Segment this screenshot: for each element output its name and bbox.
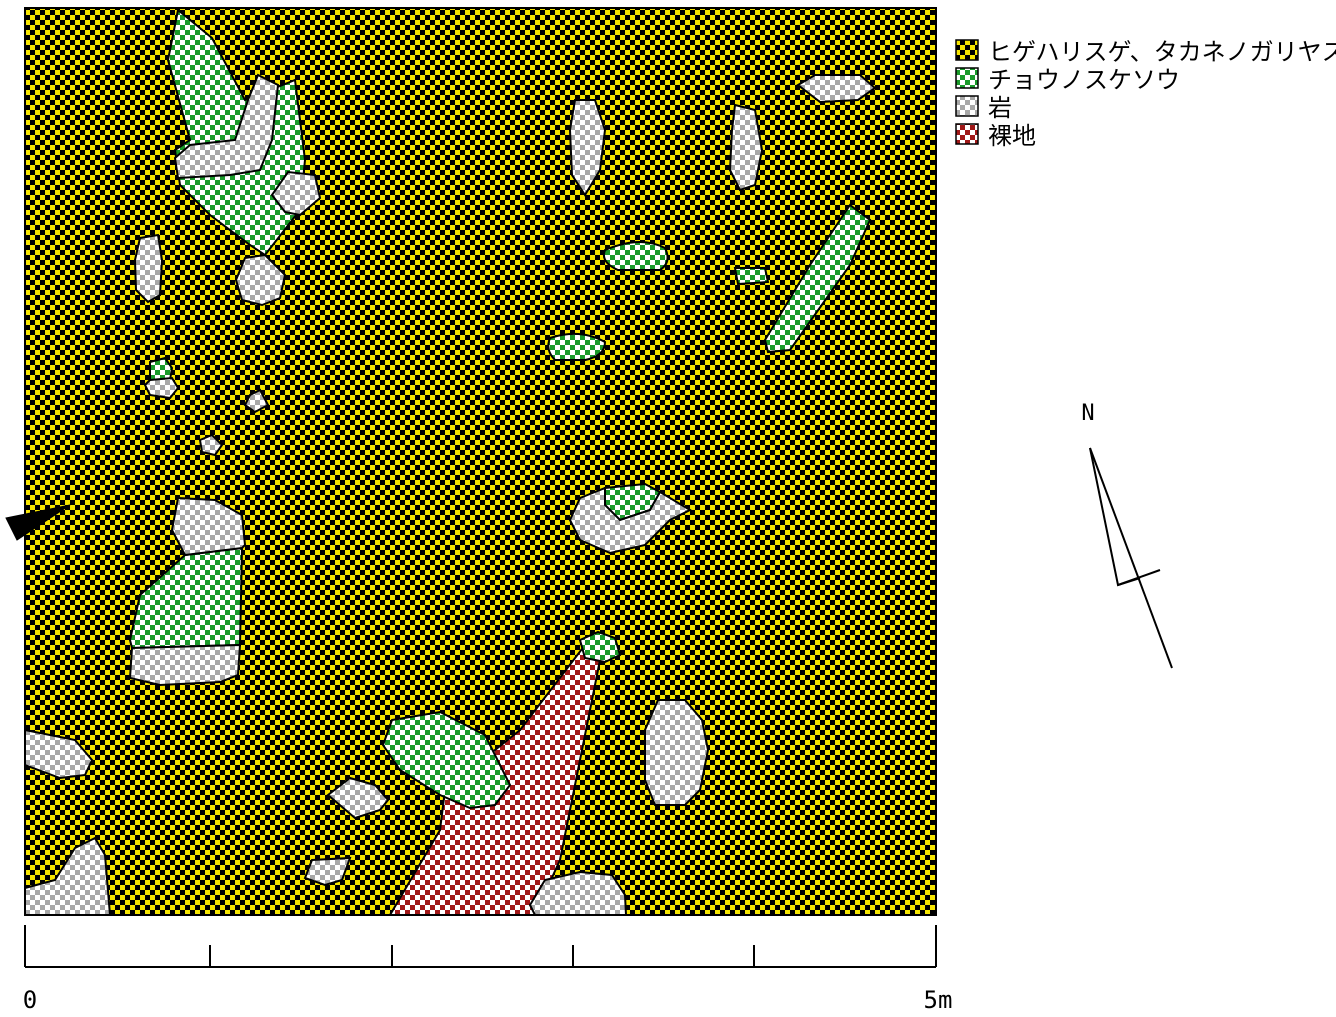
legend-label-rock: 岩 <box>988 94 1012 122</box>
rock <box>243 388 270 414</box>
legend-label-bare: 裸地 <box>988 122 1036 150</box>
legend: ヒゲハリスゲ、タカネノガリヤス チョウノスケソウ 岩 裸地 <box>955 38 1336 150</box>
rock <box>326 776 390 820</box>
legend-label-grass: ヒゲハリスゲ、タカネノガリヤス <box>988 38 1336 66</box>
dryas-patch <box>763 203 872 354</box>
north-label: N <box>1081 401 1094 426</box>
rock <box>728 103 764 192</box>
legend-swatch-rock <box>955 95 979 117</box>
dryas-patch <box>602 240 669 271</box>
rock <box>528 870 628 916</box>
rock <box>128 643 242 687</box>
rock <box>173 73 280 180</box>
rock <box>644 699 710 806</box>
rock <box>133 233 164 304</box>
rock <box>796 74 877 104</box>
dryas-patch <box>547 332 607 361</box>
rock <box>568 99 607 197</box>
dryas-patch <box>381 710 512 810</box>
scale-start-label: 0 <box>23 986 37 1014</box>
legend-swatch-bare <box>955 123 979 145</box>
rock <box>24 836 112 916</box>
direction-arrow-icon <box>5 504 71 541</box>
rock <box>170 496 247 557</box>
dryas-patches <box>128 8 872 810</box>
rock <box>198 433 224 457</box>
legend-swatch-dryas <box>955 67 979 89</box>
rock <box>568 486 693 555</box>
dryas-patch <box>578 630 622 664</box>
north-arrow-icon <box>1089 447 1173 669</box>
rock <box>234 253 287 307</box>
rock <box>303 856 352 887</box>
rock <box>270 170 322 217</box>
rock <box>143 376 180 400</box>
legend-label-dryas: チョウノスケソウ <box>988 66 1180 94</box>
dryas-patch <box>149 356 174 381</box>
legend-swatch-grass <box>955 39 979 61</box>
scale-bar <box>24 925 937 968</box>
scale-end-label: 5m <box>924 986 953 1014</box>
rock <box>24 728 94 780</box>
dryas-patch <box>733 267 770 286</box>
rocks <box>24 73 877 916</box>
